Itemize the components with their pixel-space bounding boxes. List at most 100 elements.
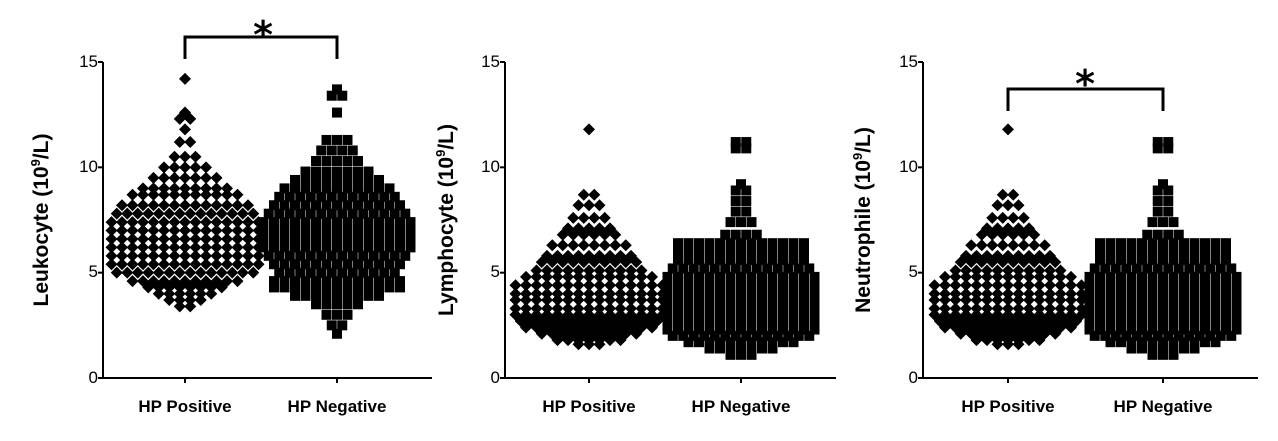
data-point-diamond [593,287,606,300]
data-point-diamond [1002,264,1014,277]
data-point-square [321,242,332,253]
data-point-square [400,250,411,261]
data-point-diamond [200,182,212,195]
data-point-square [316,208,327,219]
data-point-square [746,303,757,314]
data-point-square [342,299,353,310]
data-point-square [342,242,353,253]
data-point-square [662,288,673,299]
data-point-square [337,191,348,202]
data-point-square [757,318,767,329]
data-point-diamond [131,207,144,220]
data-point-diamond [221,249,233,262]
data-point-square [667,263,678,274]
data-point-square [1163,143,1174,154]
data-point-square [736,337,746,348]
data-point-diamond [242,241,254,254]
data-point-diamond [116,232,128,245]
data-point-diamond [588,188,601,201]
data-point-square [1105,288,1116,299]
data-point-square [694,271,704,282]
data-point-diamond [520,287,532,300]
data-point-square [1189,255,1200,266]
data-point-square [1084,288,1095,299]
data-point-square [389,267,400,278]
data-point-diamond [189,150,202,163]
data-point-square [1116,280,1126,291]
data-point-diamond [625,264,637,277]
data-point-diamond [163,287,176,300]
data-point-diamond [509,302,522,315]
data-point-diamond [556,256,569,269]
data-point-diamond [572,264,585,277]
data-point-square [809,309,820,320]
data-point-square [1221,271,1231,282]
data-point-square [1200,280,1210,291]
data-point-square [1200,255,1210,266]
data-point-diamond [126,216,139,229]
data-point-diamond [1017,211,1030,224]
data-point-diamond [530,270,543,283]
data-point-diamond [619,239,632,252]
data-point-diamond [242,216,254,229]
data-point-square [269,259,279,270]
data-point-diamond [126,224,139,237]
data-point-diamond [147,241,160,254]
data-point-diamond [604,270,616,283]
data-point-diamond [551,334,564,347]
data-point-diamond [1007,211,1020,224]
data-point-diamond [572,294,585,307]
data-point-diamond [1017,239,1030,252]
data-point-diamond [147,188,160,201]
data-point-square [683,280,694,291]
data-point-square [1231,288,1242,299]
data-point-diamond [551,302,564,315]
y-axis-label: Lymphocyte (109/L) [433,124,458,316]
data-point-square [1163,196,1174,207]
data-point-square [778,288,788,299]
data-point-diamond [194,294,207,307]
data-point-square [1189,280,1200,291]
data-point-square [347,191,358,202]
data-point-square [730,229,741,240]
data-point-square [662,295,673,306]
data-point-square [305,267,316,278]
data-point-square [363,174,374,185]
data-point-square [799,303,809,314]
data-point-diamond [142,266,155,279]
data-point-square [730,143,741,154]
data-point-square [1210,295,1221,306]
data-point-square [1137,255,1147,266]
data-point-diamond [530,287,543,300]
data-point-square [321,309,332,320]
data-point-diamond [168,241,181,254]
data-point-square [799,238,809,249]
data-point-square [1221,255,1231,266]
data-point-diamond [583,270,595,283]
data-point-diamond [970,302,983,315]
data-point-square [1137,303,1147,314]
data-point-square [374,217,384,228]
data-point-square [384,259,395,270]
data-point-square [757,288,767,299]
data-point-square [332,183,342,194]
data-point-square [258,217,269,228]
data-point-square [809,303,820,314]
data-point-diamond [158,182,170,195]
data-point-diamond [583,264,595,277]
data-point-diamond [231,224,244,237]
data-point-square [730,206,741,217]
data-point-square [683,303,694,314]
data-point-diamond [635,279,648,292]
data-point-square [1152,196,1163,207]
data-point-diamond [242,224,254,237]
data-point-diamond [996,228,1009,241]
data-point-diamond [1023,270,1035,283]
data-point-square [715,271,725,282]
data-point-square [1158,295,1168,306]
data-point-diamond [137,224,149,237]
data-point-diamond [184,287,197,300]
data-point-diamond [189,161,202,174]
data-point-square [751,263,762,274]
data-point-square [662,280,673,291]
